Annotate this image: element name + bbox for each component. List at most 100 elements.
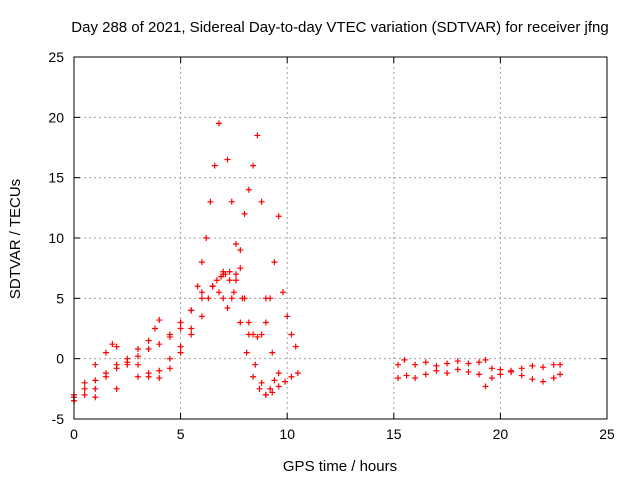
data-point [284, 313, 291, 320]
data-point [250, 373, 257, 380]
data-point [403, 372, 410, 379]
y-tick-label: 15 [48, 170, 64, 186]
data-point [177, 349, 184, 356]
data-point [258, 331, 265, 338]
data-point [557, 371, 564, 378]
data-point [224, 156, 231, 163]
data-points [71, 120, 564, 404]
data-point [258, 198, 265, 205]
data-point [267, 385, 274, 392]
data-point [113, 385, 120, 392]
data-point [230, 289, 237, 296]
y-tick-label: -5 [52, 411, 65, 427]
data-point [188, 307, 195, 314]
data-point [488, 374, 495, 381]
data-point [422, 371, 429, 378]
data-point [177, 319, 184, 326]
data-point [241, 210, 248, 217]
data-point [113, 343, 120, 350]
data-point [256, 385, 263, 392]
data-point [444, 360, 451, 367]
data-point [275, 383, 282, 390]
data-point [395, 374, 402, 381]
data-point [237, 265, 244, 272]
data-point [233, 271, 240, 278]
data-point [275, 213, 282, 220]
axis-ticks: 0 5 10 15 20 25 -5 0 5 10 15 20 25 [48, 49, 615, 442]
data-point [228, 295, 235, 302]
data-point [156, 374, 163, 381]
x-tick-label: 5 [177, 426, 185, 442]
data-point [81, 391, 88, 398]
data-point [213, 277, 220, 284]
data-point [92, 385, 99, 392]
x-tick-label: 20 [493, 426, 509, 442]
data-point [237, 247, 244, 254]
data-point [269, 389, 276, 396]
data-point [412, 361, 419, 368]
data-point [188, 325, 195, 332]
data-point [134, 346, 141, 353]
data-point [444, 370, 451, 377]
x-axis-label: GPS time / hours [283, 458, 397, 475]
data-point [215, 120, 222, 127]
data-point [109, 341, 116, 348]
data-point [271, 377, 278, 384]
data-point [482, 356, 489, 363]
data-point [271, 259, 278, 266]
x-tick-label: 0 [70, 426, 78, 442]
data-point [215, 289, 222, 296]
data-point [288, 373, 295, 380]
data-point [198, 295, 205, 302]
data-point [433, 367, 440, 374]
data-point [540, 378, 547, 385]
data-point [550, 374, 557, 381]
data-point [282, 378, 289, 385]
x-tick-label: 10 [279, 426, 295, 442]
data-point [529, 376, 536, 383]
data-point [557, 361, 564, 368]
data-point [124, 361, 131, 368]
data-point [540, 364, 547, 371]
data-point [412, 374, 419, 381]
data-point [233, 241, 240, 248]
data-point [220, 268, 227, 275]
data-point [476, 371, 483, 378]
data-point [166, 365, 173, 372]
grid [74, 57, 607, 419]
data-point [113, 365, 120, 372]
data-point [288, 331, 295, 338]
chart-title: Day 288 of 2021, Sidereal Day-to-day VTE… [71, 19, 608, 36]
data-point [252, 361, 259, 368]
data-point [81, 385, 88, 392]
data-point [422, 359, 429, 366]
data-point [262, 319, 269, 326]
data-point [81, 379, 88, 386]
y-tick-label: 20 [48, 109, 64, 125]
data-point [166, 355, 173, 362]
data-point [156, 367, 163, 374]
data-point [454, 366, 461, 373]
data-point [269, 349, 276, 356]
data-point [488, 365, 495, 372]
data-point [465, 360, 472, 367]
data-point [102, 370, 109, 377]
data-point [166, 331, 173, 338]
data-point [454, 358, 461, 365]
data-point [205, 295, 212, 302]
y-axis-label: SDTVAR / TECUs [7, 179, 24, 299]
data-point [250, 162, 257, 169]
data-point [518, 365, 525, 372]
data-point [92, 394, 99, 401]
data-point [209, 283, 216, 290]
data-point [198, 289, 205, 296]
x-tick-label: 15 [386, 426, 402, 442]
data-point [203, 235, 210, 241]
y-tick-label: 0 [56, 351, 64, 367]
data-point [194, 283, 201, 290]
data-point [497, 371, 504, 378]
data-point [482, 383, 489, 390]
data-point [267, 295, 274, 302]
